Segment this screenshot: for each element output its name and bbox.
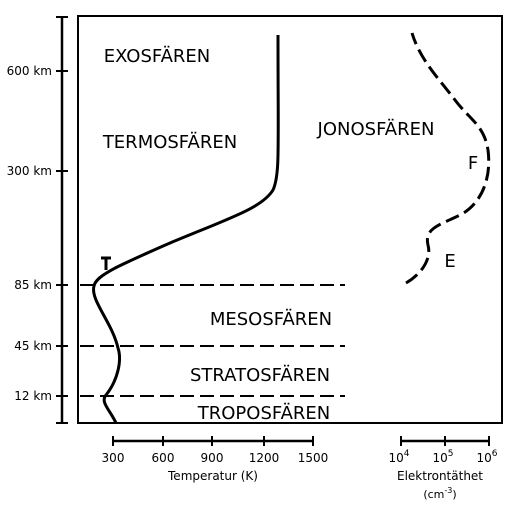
tick-label: 45 km xyxy=(14,339,52,353)
tick-label: 105 xyxy=(432,449,453,465)
layer-label: EXOSFÄREN xyxy=(104,46,211,67)
layer-label: TERMOSFÄREN xyxy=(102,132,237,153)
layer-label: JONOSFÄREN xyxy=(317,119,435,140)
tick-label: 1500 xyxy=(298,451,329,465)
temperature-curve xyxy=(92,34,280,424)
temperature-axis: 300 600 900 1200 1500 Temperatur (K) xyxy=(102,436,329,483)
region-label: E xyxy=(444,251,455,272)
electron-axis: 104 105 106 Elektrontäthet (cm-3) xyxy=(388,436,498,501)
layer-label: STRATOSFÄREN xyxy=(190,365,330,386)
tick-label: 85 km xyxy=(14,278,52,292)
tick-label: 600 xyxy=(152,451,175,465)
tick-label: 600 km xyxy=(7,64,52,78)
tick-label: 1200 xyxy=(249,451,280,465)
tick-label: 300 km xyxy=(7,164,52,178)
frame xyxy=(77,15,503,424)
tick-label: 900 xyxy=(201,451,224,465)
region-label: F xyxy=(468,153,478,174)
layer-label: TROPOSFÄREN xyxy=(197,403,330,424)
tick-label: 106 xyxy=(476,449,497,465)
marker xyxy=(101,256,111,270)
electron-density-curve xyxy=(405,32,491,285)
layer-label: MESOSFÄREN xyxy=(210,309,332,330)
axis-unit: (cm-3) xyxy=(423,486,456,501)
axis-title: Elektrontäthet xyxy=(397,469,483,483)
axis-title: Temperatur (K) xyxy=(167,469,258,483)
altitude-axis: 600 km 300 km 85 km 45 km 12 km xyxy=(7,16,68,424)
tick-label: 12 km xyxy=(14,389,52,403)
tick-label: 104 xyxy=(388,449,409,465)
boundaries xyxy=(80,284,345,397)
tick-label: 300 xyxy=(102,451,125,465)
